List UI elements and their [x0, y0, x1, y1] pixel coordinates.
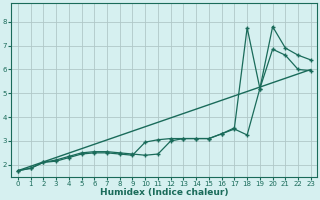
- X-axis label: Humidex (Indice chaleur): Humidex (Indice chaleur): [100, 188, 228, 197]
